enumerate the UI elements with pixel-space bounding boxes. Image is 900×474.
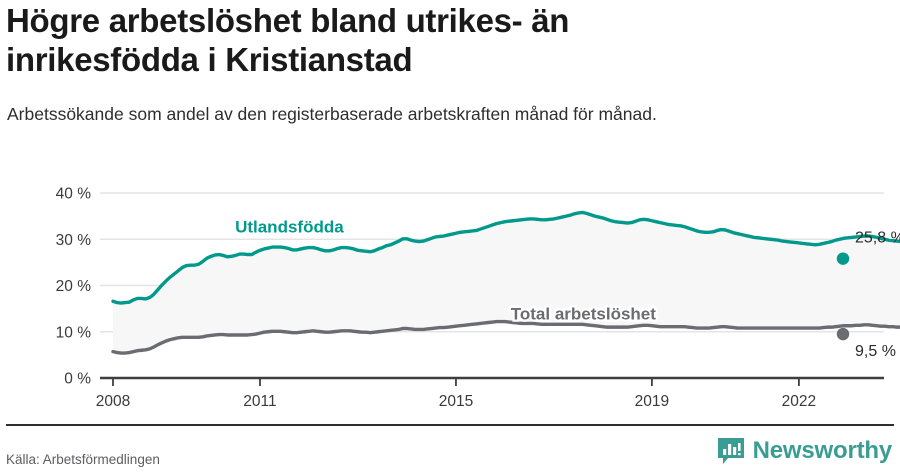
series-inline-label: Utlandsfödda <box>235 217 344 236</box>
chart-title: Högre arbetslöshet bland utrikes- än inr… <box>6 2 570 78</box>
logo-wordmark: Newsworthy <box>752 437 893 464</box>
series-line <box>111 210 900 305</box>
end-value-label: 25,8 % <box>855 230 900 247</box>
series-inline-label: Total arbetslöshet <box>511 304 656 323</box>
y-tick-label: 30 % <box>56 232 92 249</box>
source-credit: Källa: Arbetsförmedlingen <box>6 452 160 467</box>
x-tick-label: 2022 <box>782 393 816 410</box>
series-line <box>111 319 900 355</box>
newsworthy-logo[interactable]: Newsworthy <box>717 436 892 466</box>
end-value-label: 9,5 % <box>855 343 896 360</box>
x-axis-tick-labels: 2008 2011 2015 2019 2022 <box>96 393 816 410</box>
x-axis <box>100 376 884 386</box>
footer-divider <box>6 424 894 426</box>
series-end-markers <box>836 252 850 341</box>
y-tick-label: 0 % <box>64 371 91 388</box>
series-end-marker <box>836 327 850 341</box>
x-tick-label: 2011 <box>243 393 276 410</box>
y-axis-tick-labels: 0 % 10 % 20 % 30 % 40 % <box>56 186 92 388</box>
series-lines <box>111 210 900 355</box>
x-tick-label: 2015 <box>439 393 473 410</box>
bar-chart-speech-bubble-icon <box>717 438 744 464</box>
y-tick-label: 20 % <box>56 278 92 295</box>
x-tick-label: 2008 <box>96 393 130 410</box>
line-chart: 0 % 10 % 20 % 30 % 40 % 2008 2011 2015 2019 2022… <box>56 186 900 410</box>
chart-subtitle: Arbetssökande som andel av den registerb… <box>7 104 657 124</box>
y-tick-label: 10 % <box>56 324 92 341</box>
y-tick-label: 40 % <box>56 186 92 203</box>
x-tick-label: 2019 <box>635 393 669 410</box>
series-end-marker <box>836 252 850 265</box>
chart-annotations: Utlandsfödda Total arbetslöshet 25,8 % 9,5 … <box>233 215 900 360</box>
